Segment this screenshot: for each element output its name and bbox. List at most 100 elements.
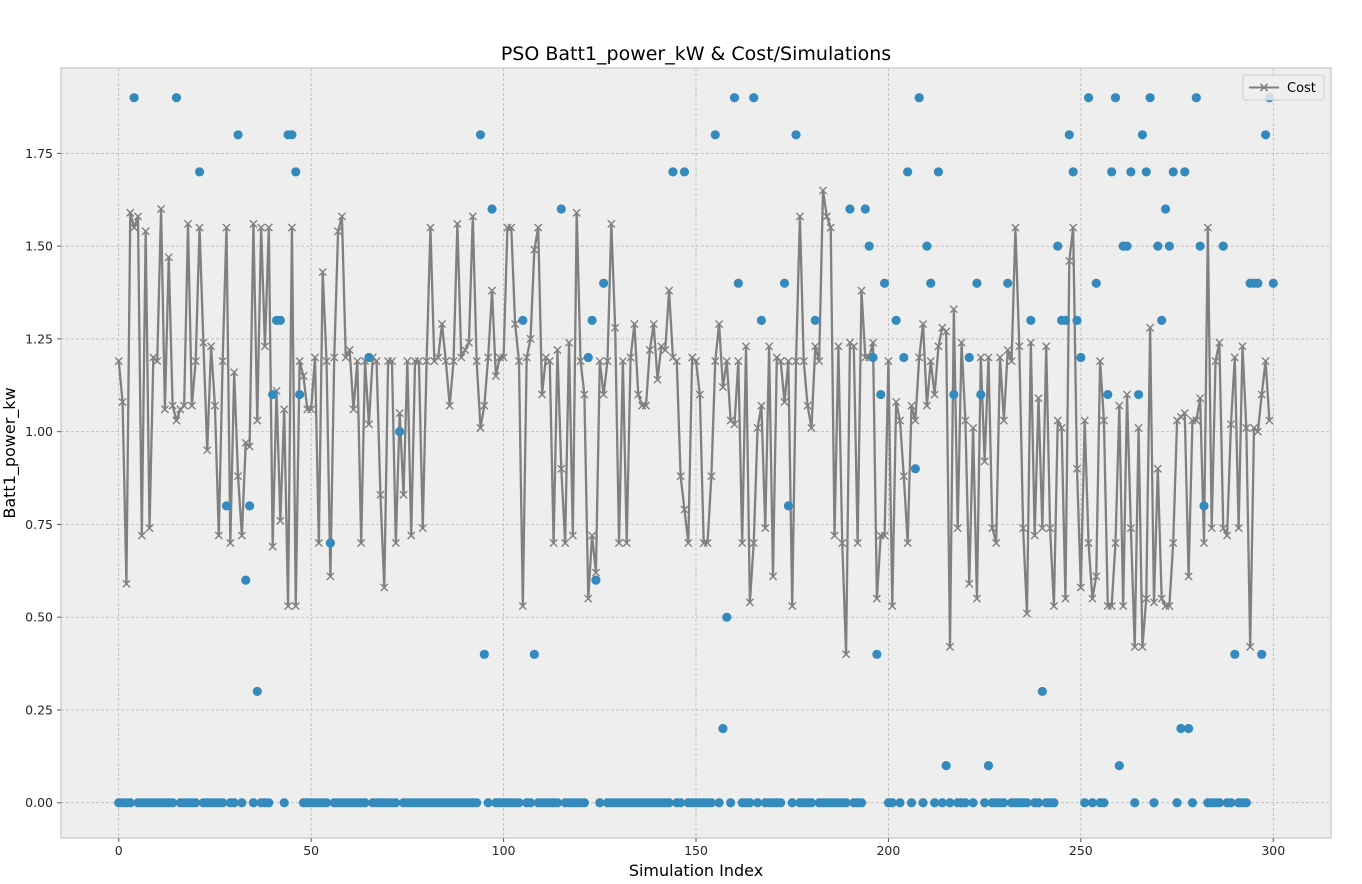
power-point (972, 278, 982, 288)
power-point (472, 798, 482, 808)
cost-marker (965, 579, 974, 588)
power-point (922, 241, 932, 251)
cost-marker (761, 524, 770, 533)
cost-marker (830, 531, 839, 540)
cost-marker (1180, 409, 1189, 418)
power-point (364, 352, 374, 363)
power-point (1083, 93, 1094, 103)
power-point (729, 93, 740, 103)
cost-marker (1022, 609, 1032, 618)
power-point (976, 389, 986, 400)
cost-marker (441, 357, 450, 366)
cost-marker (1203, 223, 1212, 232)
power-point (1103, 389, 1113, 400)
power-point (556, 204, 566, 214)
power-point (856, 798, 867, 808)
cost-marker (1138, 642, 1147, 651)
power-point (891, 315, 901, 325)
cost-marker (299, 371, 308, 381)
cost-marker (1142, 594, 1151, 603)
cost-marker (122, 579, 131, 588)
cost-marker (811, 342, 820, 351)
cost-marker (992, 538, 1001, 548)
cost-marker (903, 538, 912, 548)
power-point (706, 798, 716, 808)
power-point (1137, 130, 1148, 140)
power-series (114, 93, 1278, 808)
cost-marker (614, 538, 624, 548)
cost-marker (745, 598, 754, 607)
power-point (591, 575, 601, 585)
cost-marker (918, 319, 928, 329)
x-tick-label: 250 (1069, 843, 1093, 858)
cost-marker (1045, 524, 1055, 533)
cost-marker (1076, 583, 1085, 592)
cost-marker (630, 319, 639, 329)
cost-marker (487, 286, 497, 295)
cost-marker (799, 357, 808, 366)
cost-marker (880, 531, 889, 540)
cost-marker (545, 357, 554, 366)
cost-marker (649, 319, 658, 329)
cost-marker (403, 357, 412, 366)
power-point (1168, 167, 1178, 177)
cost-marker (160, 405, 170, 414)
cost-marker (1257, 390, 1266, 399)
power-point (1199, 501, 1209, 511)
legend-box (1242, 74, 1325, 101)
cost-marker (280, 405, 289, 414)
cost-marker (133, 212, 143, 221)
y-tick-label: 1.25 (25, 331, 53, 346)
cost-marker (1057, 423, 1066, 433)
cost-marker (568, 531, 577, 540)
cost-marker (1261, 357, 1270, 366)
cost-marker (318, 268, 327, 277)
power-point (999, 798, 1009, 808)
power-point (1107, 167, 1117, 177)
cost-marker (422, 357, 431, 366)
cost-marker (534, 223, 543, 232)
cost-marker (1246, 642, 1255, 651)
power-point (264, 798, 274, 808)
cost-marker (518, 601, 527, 611)
cost-marker (945, 642, 955, 651)
power-point (679, 167, 690, 177)
cost-marker (468, 212, 477, 221)
cost-marker (734, 357, 743, 366)
cost-marker (892, 397, 901, 407)
power-point (787, 798, 797, 808)
power-point (914, 93, 924, 103)
cost-marker (1184, 572, 1193, 581)
cost-marker (526, 334, 535, 343)
cost-marker (757, 401, 766, 410)
power-point (1130, 798, 1140, 808)
power-point (906, 798, 917, 808)
cost-marker (156, 204, 166, 214)
power-point (1187, 798, 1198, 808)
cost-marker (407, 531, 416, 540)
power-point (945, 798, 955, 808)
cost-marker (183, 219, 193, 228)
power-point (1160, 204, 1171, 214)
cost-marker (418, 524, 427, 533)
cost-marker (1007, 357, 1016, 366)
power-point (518, 315, 528, 325)
cost-marker (137, 531, 146, 540)
cost-marker (1003, 345, 1012, 355)
cost-marker (1219, 524, 1228, 533)
cost-marker (1115, 401, 1124, 410)
cost-marker (768, 572, 778, 581)
cost-marker (664, 286, 674, 295)
cost-marker (722, 357, 731, 366)
power-point (1060, 315, 1071, 325)
power-point (779, 278, 790, 288)
cost-marker (661, 345, 670, 355)
cost-marker (1238, 342, 1247, 351)
cost-marker (480, 401, 489, 410)
cost-marker (153, 357, 162, 366)
y-axis-ticks: 0.00 0.25 0.50 0.75 1.00 1.25 1.50 1.75 (25, 146, 61, 810)
power-point (1164, 241, 1174, 251)
cost-marker (815, 357, 824, 366)
cost-marker (195, 223, 204, 232)
power-point (941, 761, 951, 771)
